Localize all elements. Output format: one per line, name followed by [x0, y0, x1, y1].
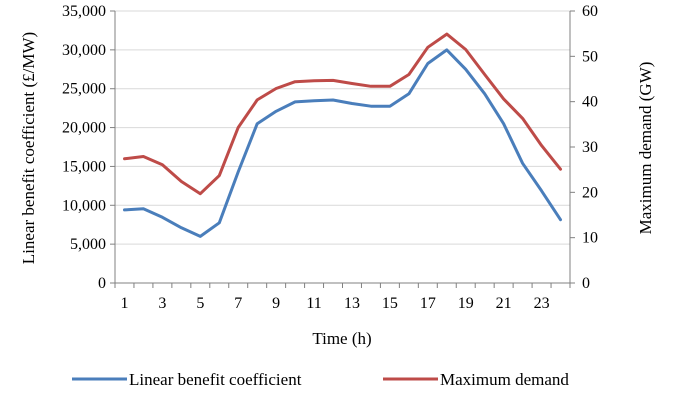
left-y-axis-tick-labels: 0 5,000 10,000 15,000 20,000 25,000 30,000 35,0…	[62, 3, 106, 292]
legend: Linear benefit coefficient Maximum demand	[72, 370, 569, 389]
right-y-tick-label: 20	[582, 184, 598, 201]
left-y-tick-label: 20,000	[62, 120, 106, 137]
legend-item-maximum-demand: Maximum demand	[383, 370, 569, 389]
x-tick-label: 11	[306, 295, 321, 312]
right-y-tick-label: 30	[582, 139, 598, 156]
left-y-tick-label: 0	[98, 275, 106, 292]
legend-label: Linear benefit coefficient	[129, 370, 302, 389]
right-y-tick-label: 50	[582, 48, 598, 65]
right-y-tick-label: 40	[582, 94, 598, 111]
x-tick-label: 1	[120, 295, 128, 312]
series-lines	[123, 32, 562, 238]
legend-item-linear-benefit-coefficient: Linear benefit coefficient	[72, 370, 302, 389]
series-line-maximum-demand	[123, 32, 562, 196]
left-y-tick-label: 30,000	[62, 42, 106, 59]
left-y-tick-label: 10,000	[62, 197, 106, 214]
right-y-tick-label: 0	[582, 275, 590, 292]
x-tick-label: 23	[534, 295, 550, 312]
series-line-linear-benefit-coefficient	[123, 48, 562, 238]
right-y-axis-tick-labels: 0 10 20 30 40 50 60	[582, 3, 598, 292]
x-axis-tick-labels: 1 3 5 7 9 11 13 15 17 19 21 23	[120, 295, 549, 312]
x-tick-label: 9	[272, 295, 280, 312]
right-y-tick-label: 10	[582, 230, 598, 247]
x-tick-label: 21	[496, 295, 512, 312]
x-axis-title: Time (h)	[312, 329, 371, 348]
left-y-tick-label: 25,000	[62, 81, 106, 98]
x-tick-label: 19	[458, 295, 474, 312]
left-y-tick-label: 15,000	[62, 158, 106, 175]
gridlines	[115, 10, 570, 245]
x-tick-label: 15	[382, 295, 398, 312]
x-tick-label: 7	[234, 295, 242, 312]
x-tick-label: 3	[158, 295, 166, 312]
right-y-tick-label: 60	[582, 3, 598, 20]
left-y-axis-title: Linear benefit coefficient (£/MW)	[19, 32, 38, 264]
axes	[110, 10, 575, 288]
x-tick-label: 13	[344, 295, 360, 312]
right-y-axis-title: Maximum demand (GW)	[636, 62, 655, 235]
x-tick-label: 17	[420, 295, 436, 312]
left-y-tick-label: 5,000	[70, 236, 106, 253]
legend-label: Maximum demand	[440, 370, 569, 389]
x-tick-label: 5	[196, 295, 204, 312]
left-y-tick-label: 35,000	[62, 3, 106, 20]
